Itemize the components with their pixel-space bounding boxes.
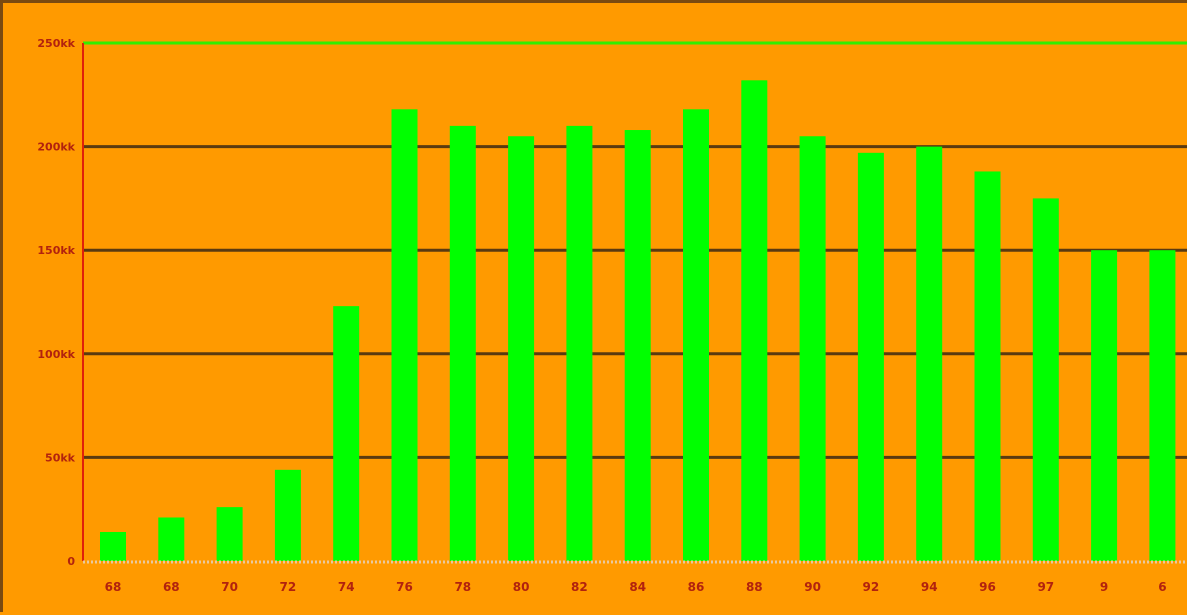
bar <box>857 152 884 562</box>
bar <box>1149 250 1176 561</box>
x-tick-label: 74 <box>338 580 355 594</box>
x-tick-label: 97 <box>1037 580 1054 594</box>
bar <box>974 171 1001 562</box>
x-tick-label: 72 <box>280 580 297 594</box>
x-tick-label: 92 <box>863 580 880 594</box>
bar <box>566 125 593 561</box>
bar <box>100 531 126 561</box>
bar <box>799 136 826 562</box>
y-tick-label: 150kk <box>37 244 75 257</box>
x-tick-label: 80 <box>513 580 530 594</box>
x-tick-label: 70 <box>221 580 238 594</box>
bar <box>333 306 360 561</box>
bar-chart: 0 50kk 100kk 150kk 200kk 250kk 68 68 70 72 74 76 78… <box>37 37 1187 594</box>
x-tick-label: 90 <box>804 580 821 594</box>
bar <box>391 109 418 561</box>
x-tick-label: 68 <box>105 580 122 594</box>
x-tick-label: 88 <box>746 580 763 594</box>
x-tick-labels: 68 68 70 72 74 76 78 80 82 84 86 88 90 92 94 96 97 9 6 <box>105 580 1167 594</box>
x-tick-label: 86 <box>688 580 705 594</box>
bar <box>216 507 243 561</box>
y-tick-label: 50kk <box>45 451 76 464</box>
bar <box>741 80 768 562</box>
y-tick-label: 0 <box>67 555 75 568</box>
x-tick-label: 9 <box>1100 580 1108 594</box>
bar <box>449 125 476 561</box>
bar <box>1032 198 1059 561</box>
bar <box>158 517 185 561</box>
bars <box>100 80 1176 562</box>
bar <box>274 469 301 561</box>
x-tick-label: 78 <box>454 580 471 594</box>
y-tick-label: 200kk <box>37 141 75 154</box>
x-tick-label: 84 <box>629 580 646 594</box>
y-tick-label: 250kk <box>37 37 75 50</box>
axes <box>82 41 1187 564</box>
x-tick-label: 6 <box>1158 580 1166 594</box>
bar <box>916 146 943 561</box>
x-tick-label: 76 <box>396 580 413 594</box>
x-tick-label: 94 <box>921 580 938 594</box>
bar <box>624 130 651 562</box>
y-tick-label: 100kk <box>37 348 75 361</box>
x-tick-label: 68 <box>163 580 180 594</box>
x-tick-label: 96 <box>979 580 996 594</box>
y-tick-labels: 0 50kk 100kk 150kk 200kk 250kk <box>37 37 75 568</box>
bar <box>508 136 535 562</box>
bar <box>1091 250 1118 561</box>
x-tick-label: 82 <box>571 580 588 594</box>
bar <box>683 109 709 561</box>
